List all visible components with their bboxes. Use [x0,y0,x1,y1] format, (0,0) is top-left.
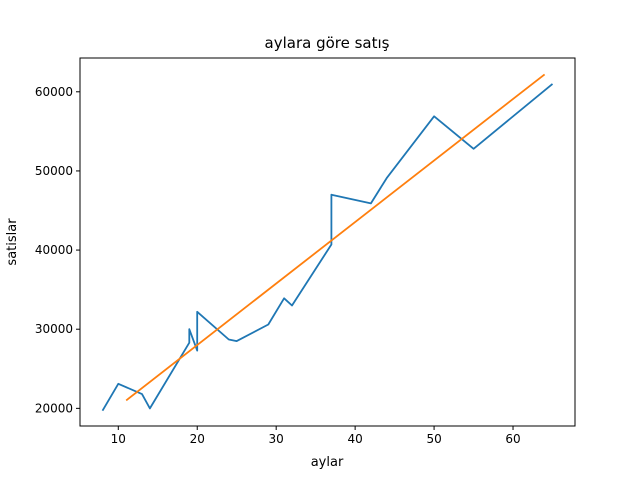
y-tick-label: 20000 [35,401,73,415]
y-tick-label: 60000 [35,85,73,99]
x-tick-label: 60 [505,432,520,446]
x-axis: 10 20 30 40 50 60 [111,426,521,446]
chart-title: aylara göre satış [265,34,390,52]
x-tick-label: 40 [347,432,362,446]
x-axis-label: aylar [311,455,344,470]
series-line-1 [101,83,554,412]
y-axis-label: satislar [5,218,20,266]
series-layer [101,73,554,412]
plot-area-frame [79,57,576,427]
y-axis: 20000 30000 40000 50000 60000 [35,85,80,415]
y-tick-label: 50000 [35,164,73,178]
series-line-2 [125,73,546,402]
x-tick-label: 50 [426,432,441,446]
y-tick-label: 40000 [35,243,73,257]
x-tick-label: 10 [111,432,126,446]
y-tick-label: 30000 [35,322,73,336]
x-tick-label: 30 [269,432,284,446]
x-tick-label: 20 [190,432,205,446]
